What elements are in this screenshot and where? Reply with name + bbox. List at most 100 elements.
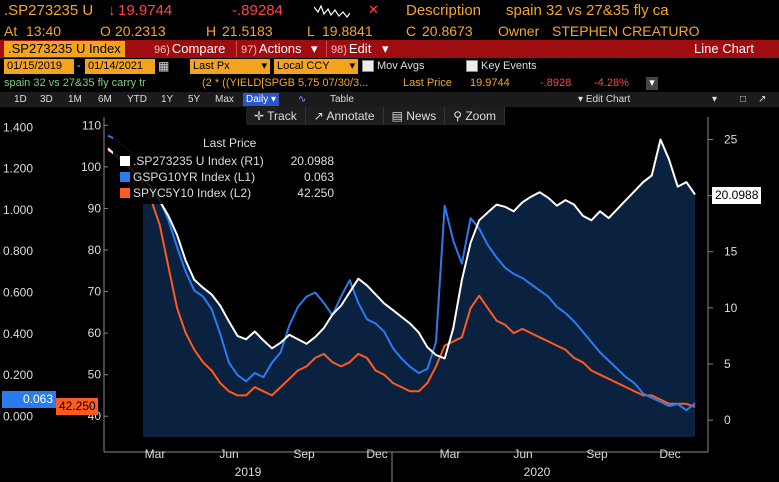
chart-style-icon[interactable]: ∿ — [298, 94, 307, 105]
legend-row-r1[interactable]: .SP273235 U Index (R1) 20.0988 — [120, 154, 342, 168]
left1-tick-label: 0.000 — [3, 409, 33, 423]
legend-value-l2: 42.250 — [297, 186, 334, 200]
quote-description: spain 32 vs 27&35 fly ca — [506, 2, 669, 19]
x-tick-label: Jun — [513, 447, 532, 461]
chart-series — [107, 134, 696, 412]
range-tab-6m[interactable]: 6M — [98, 94, 112, 105]
left1-axis-value-tag: 0.063 — [2, 391, 56, 408]
calendar-icon[interactable]: ▦ — [158, 59, 170, 73]
table-button[interactable]: Table — [330, 94, 354, 105]
x-tick-label: Mar — [440, 447, 461, 461]
chart-type-title: Line Chart — [694, 41, 754, 56]
open-label: O — [100, 23, 111, 39]
period-select[interactable]: Daily ▾ — [243, 93, 280, 106]
end-date-field[interactable]: 01/14/2021 — [85, 59, 155, 74]
formula-expression: (2 * ((YIELD[SPGB 5.75 07/30/3... — [202, 77, 369, 89]
last-price-label: Last Price — [403, 77, 452, 89]
quote-header: .SP273235 U ↓ 19.9744 -.89284 ✕ Descript… — [0, 0, 779, 22]
security-field[interactable]: .SP273235 U Index — [4, 41, 125, 57]
chart-tool-icon[interactable]: □ — [740, 94, 747, 105]
series-line-l1 — [107, 134, 696, 412]
x-tick-label: Sep — [586, 447, 608, 461]
right-tick-label: 0 — [724, 413, 731, 427]
edit-chart-label: Edit Chart — [585, 94, 631, 105]
actions-button[interactable]: 97) Actions — [236, 41, 306, 57]
low-label: L — [307, 23, 315, 39]
news-tool[interactable]: ▤ News — [384, 107, 446, 125]
x-tick-label: Dec — [366, 447, 387, 461]
x-tick-label: Sep — [293, 447, 315, 461]
edit-number: 98) — [331, 44, 347, 56]
expand-icon[interactable]: ↗ — [758, 94, 767, 105]
command-bar: .SP273235 U Index 96) Compare 97) Actions … — [0, 40, 779, 58]
mov-avgs-checkbox[interactable] — [362, 60, 374, 72]
down-arrow-icon: ↓ — [108, 2, 116, 19]
range-tab-max[interactable]: Max — [215, 94, 234, 105]
price-field-dropdown-icon: ▾ — [261, 60, 267, 72]
quote-last: 19.9744 — [118, 2, 173, 19]
edit-dropdown-icon[interactable]: ▾ — [382, 41, 389, 56]
track-tool[interactable]: ✛ Track — [246, 107, 306, 125]
x-tick-label: Mar — [145, 447, 166, 461]
key-events-checkbox[interactable] — [466, 60, 478, 72]
edit-chart-button[interactable]: ▾ Edit Chart — [578, 94, 631, 105]
legend-name-l2: SPYC5Y10 Index (L2) — [133, 186, 252, 200]
range-tab-5y[interactable]: 5Y — [188, 94, 201, 105]
range-bar: 1D 3D 1M 6M YTD 1Y 5Y Max Daily ▾ ∿ Tabl… — [0, 92, 779, 107]
left2-tick-label: 80 — [88, 243, 102, 257]
currency-select[interactable]: Local CCY ▾ — [274, 59, 358, 74]
left2-tick-label: 90 — [88, 201, 102, 215]
left2-tick-label: 110 — [82, 118, 101, 132]
date-separator: - — [77, 60, 81, 72]
close-label: C — [406, 23, 417, 39]
legend-row-l1[interactable]: GSPG10YR Index (L1) 0.063 — [120, 170, 342, 184]
zoom-tool[interactable]: ⚲ Zoom — [445, 107, 506, 125]
left1-tick-label: 1.200 — [3, 162, 33, 176]
range-tab-1m[interactable]: 1M — [68, 94, 82, 105]
formula-dropdown-icon[interactable]: ▾ — [646, 77, 658, 90]
right-tick-label: 25 — [724, 132, 738, 146]
range-tab-3d[interactable]: 3D — [40, 94, 53, 105]
price-field-select[interactable]: Last Px ▾ — [190, 59, 270, 74]
compare-number: 96) — [154, 44, 170, 56]
legend-row-l2[interactable]: SPYC5Y10 Index (L2) 42.250 — [120, 186, 342, 200]
quote-ticker: .SP273235 U — [4, 2, 94, 19]
settings-dropdown-icon[interactable]: ▾ — [712, 94, 718, 105]
fields-bar: 01/15/2019 - 01/14/2021 ▦ Last Px ▾ Loca… — [0, 58, 779, 75]
legend-swatch-r1 — [120, 156, 130, 166]
actions-dropdown-icon[interactable]: ▾ — [311, 41, 318, 56]
formula-bar: spain 32 vs 27&35 fly carry tr (2 * ((YI… — [0, 75, 779, 92]
right-axis-value-tag: 20.0988 — [712, 187, 762, 204]
legend-name-r1: .SP273235 U Index (R1) — [133, 154, 264, 168]
mov-avgs-label: Mov Avgs — [377, 60, 425, 72]
track-label: Track — [267, 109, 297, 123]
edit-button[interactable]: 98) Edit — [326, 41, 375, 57]
chart-legend: Last Price .SP273235 U Index (R1) 20.098… — [113, 134, 345, 204]
left1-tick-label: 0.200 — [3, 368, 33, 382]
at-label: At — [4, 23, 18, 39]
close-icon[interactable]: ✕ — [368, 2, 379, 17]
x-tick-label: Jun — [219, 447, 238, 461]
start-date-field[interactable]: 01/15/2019 — [4, 59, 74, 74]
high-value: 21.5183 — [222, 23, 273, 39]
range-tab-ytd[interactable]: YTD — [127, 94, 147, 105]
series-line-l2 — [107, 149, 696, 408]
annotate-tool[interactable]: ↗ Annotate — [306, 107, 384, 125]
compare-label: Compare — [171, 41, 226, 56]
compare-button[interactable]: 96) Compare — [150, 41, 229, 57]
actions-number: 97) — [241, 44, 257, 56]
range-tab-1d[interactable]: 1D — [14, 94, 27, 105]
actions-label: Actions — [258, 41, 302, 56]
currency-value: Local CCY — [277, 60, 330, 72]
right-tick-label: 10 — [724, 301, 738, 315]
owner-label: Owner — [498, 23, 540, 39]
left1-tick-label: 1.000 — [3, 203, 33, 217]
high-label: H — [206, 23, 217, 39]
quote-change: -.89284 — [232, 2, 283, 19]
left2-tick-label: 60 — [88, 326, 102, 340]
right-tick-label: 15 — [724, 245, 738, 259]
legend-swatch-l2 — [120, 188, 130, 198]
line-chart[interactable]: 1.400 1.200 1.000 0.800 0.600 0.400 0.200 0.000… — [0, 107, 779, 482]
quote-description-label: Description — [406, 2, 482, 19]
range-tab-1y[interactable]: 1Y — [161, 94, 174, 105]
